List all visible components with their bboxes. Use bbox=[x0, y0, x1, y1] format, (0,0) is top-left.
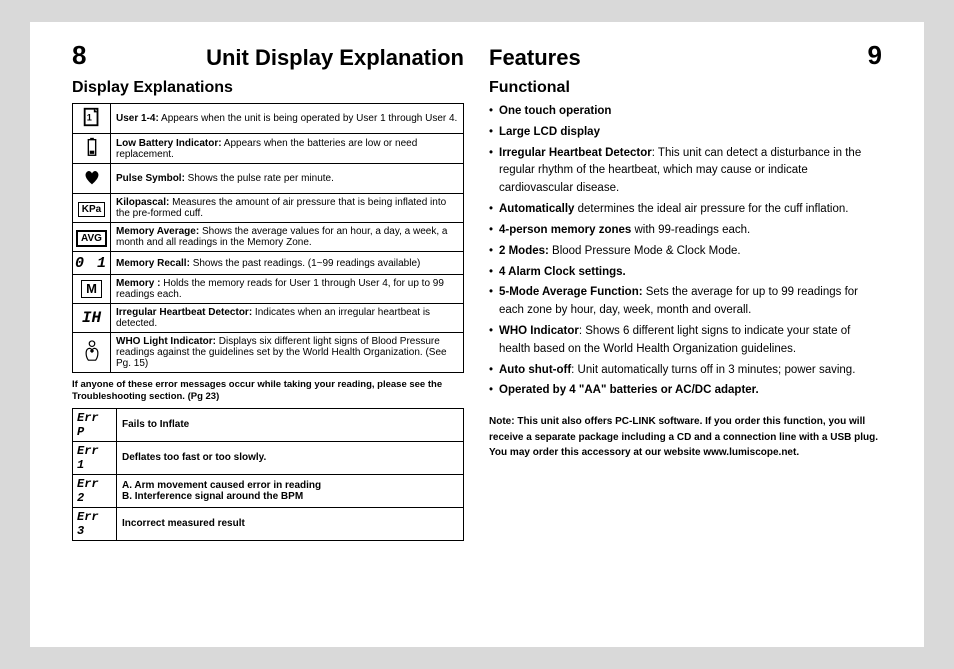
page-9-title: Features bbox=[489, 45, 581, 71]
kpa-icon: KPa bbox=[73, 194, 111, 223]
list-item: 4 Alarm Clock settings. bbox=[489, 264, 882, 282]
battery-desc: Low Battery Indicator: Appears when the … bbox=[111, 134, 464, 164]
memory-desc: Memory : Holds the memory reads for User… bbox=[111, 275, 464, 304]
list-item: 4-person memory zones with 99-readings e… bbox=[489, 222, 882, 240]
list-item: Automatically determines the ideal air p… bbox=[489, 201, 882, 219]
table-row: Err 1 Deflates too fast or too slowly. bbox=[73, 441, 464, 474]
avg-desc: Memory Average: Shows the average values… bbox=[111, 223, 464, 252]
heart-icon bbox=[73, 164, 111, 194]
table-row: KPa Kilopascal: Measures the amount of a… bbox=[73, 194, 464, 223]
who-icon bbox=[73, 333, 111, 373]
svg-text:1: 1 bbox=[86, 113, 91, 123]
list-item: WHO Indicator: Shows 6 different light s… bbox=[489, 323, 882, 359]
err-2-desc: A. Arm movement caused error in reading … bbox=[117, 474, 464, 507]
list-item: Auto shut-off: Unit automatically turns … bbox=[489, 362, 882, 380]
table-row: Err 3 Incorrect measured result bbox=[73, 507, 464, 540]
err-3-code: Err 3 bbox=[73, 507, 117, 540]
list-item: Large LCD display bbox=[489, 124, 882, 142]
list-item: 2 Modes: Blood Pressure Mode & Clock Mod… bbox=[489, 243, 882, 261]
functional-heading: Functional bbox=[489, 79, 882, 97]
pulse-desc: Pulse Symbol: Shows the pulse rate per m… bbox=[111, 164, 464, 194]
recall-desc: Memory Recall: Shows the past readings. … bbox=[111, 252, 464, 275]
err-p-desc: Fails to Inflate bbox=[117, 408, 464, 441]
list-item: Irregular Heartbeat Detector: This unit … bbox=[489, 145, 882, 198]
page-8: 8 Unit Display Explanation Display Expla… bbox=[60, 40, 477, 627]
pc-link-note: Note: This unit also offers PC-LINK soft… bbox=[489, 414, 882, 461]
list-item: Operated by 4 "AA" batteries or AC/DC ad… bbox=[489, 382, 882, 400]
error-codes-table: Err P Fails to Inflate Err 1 Deflates to… bbox=[72, 408, 464, 541]
err-1-desc: Deflates too fast or too slowly. bbox=[117, 441, 464, 474]
table-row: Low Battery Indicator: Appears when the … bbox=[73, 134, 464, 164]
err-2-code: Err 2 bbox=[73, 474, 117, 507]
page-8-header: 8 Unit Display Explanation bbox=[72, 40, 464, 71]
page-9-header: Features 9 bbox=[489, 40, 882, 71]
user-icon: 1 bbox=[73, 104, 111, 134]
table-row: Err P Fails to Inflate bbox=[73, 408, 464, 441]
list-item: One touch operation bbox=[489, 103, 882, 121]
recall-icon: 0 1 bbox=[73, 252, 111, 275]
list-item: 5-Mode Average Function: Sets the averag… bbox=[489, 284, 882, 320]
kpa-desc: Kilopascal: Measures the amount of air p… bbox=[111, 194, 464, 223]
page-number-9: 9 bbox=[868, 40, 882, 71]
table-row: 0 1 Memory Recall: Shows the past readin… bbox=[73, 252, 464, 275]
page-9: Features 9 Functional One touch operatio… bbox=[477, 40, 894, 627]
who-desc: WHO Light Indicator: Displays six differ… bbox=[111, 333, 464, 373]
manual-spread: 8 Unit Display Explanation Display Expla… bbox=[30, 22, 924, 647]
memory-icon: M bbox=[73, 275, 111, 304]
table-row: M Memory : Holds the memory reads for Us… bbox=[73, 275, 464, 304]
display-explanations-heading: Display Explanations bbox=[72, 79, 464, 97]
err-1-code: Err 1 bbox=[73, 441, 117, 474]
table-row: Err 2 A. Arm movement caused error in re… bbox=[73, 474, 464, 507]
avg-icon: AVG bbox=[73, 223, 111, 252]
table-row: 1 User 1-4: Appears when the unit is bei… bbox=[73, 104, 464, 134]
features-list: One touch operation Large LCD display Ir… bbox=[489, 103, 882, 400]
display-explanations-table: 1 User 1-4: Appears when the unit is bei… bbox=[72, 103, 464, 373]
table-row: WHO Light Indicator: Displays six differ… bbox=[73, 333, 464, 373]
table-row: Pulse Symbol: Shows the pulse rate per m… bbox=[73, 164, 464, 194]
page-8-title: Unit Display Explanation bbox=[206, 45, 464, 71]
user-desc: User 1-4: Appears when the unit is being… bbox=[111, 104, 464, 134]
table-row: AVG Memory Average: Shows the average va… bbox=[73, 223, 464, 252]
table-row: IH Irregular Heartbeat Detector: Indicat… bbox=[73, 304, 464, 333]
page-number-8: 8 bbox=[72, 40, 86, 71]
ih-icon: IH bbox=[73, 304, 111, 333]
err-p-code: Err P bbox=[73, 408, 117, 441]
ih-desc: Irregular Heartbeat Detector: Indicates … bbox=[111, 304, 464, 333]
troubleshooting-note: If anyone of these error messages occur … bbox=[72, 379, 464, 403]
battery-icon bbox=[73, 134, 111, 164]
err-3-desc: Incorrect measured result bbox=[117, 507, 464, 540]
